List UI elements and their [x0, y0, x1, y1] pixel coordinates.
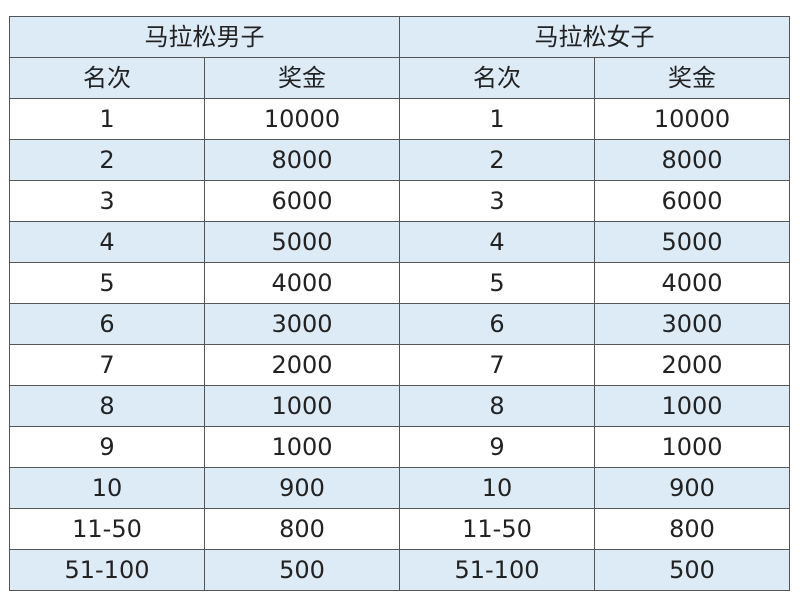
prize-cell: 500: [594, 549, 790, 591]
column-header-row: 名次 奖金 名次 奖金: [9, 57, 790, 99]
prize-cell: 4000: [594, 262, 790, 304]
rank-cell: 1: [399, 98, 595, 140]
rank-cell: 7: [399, 344, 595, 386]
rank-cell: 5: [399, 262, 595, 304]
rank-cell: 10: [399, 467, 595, 509]
table-row: 6 3000 6 3000: [9, 303, 790, 345]
prize-cell: 3000: [204, 303, 400, 345]
column-header-rank: 名次: [9, 57, 205, 99]
prize-cell: 900: [594, 467, 790, 509]
rank-cell: 1: [9, 98, 205, 140]
group-header-men: 马拉松男子: [9, 16, 400, 58]
group-header-row: 马拉松男子 马拉松女子: [9, 16, 790, 58]
rank-cell: 11-50: [9, 508, 205, 550]
table-row: 10 900 10 900: [9, 467, 790, 509]
prize-cell: 3000: [594, 303, 790, 345]
rank-cell: 11-50: [399, 508, 595, 550]
rank-cell: 9: [9, 426, 205, 468]
table-row: 5 4000 5 4000: [9, 262, 790, 304]
rank-cell: 51-100: [399, 549, 595, 591]
column-header-prize: 奖金: [204, 57, 400, 99]
column-header-prize: 奖金: [594, 57, 790, 99]
rank-cell: 9: [399, 426, 595, 468]
prize-table: 马拉松男子 马拉松女子 名次 奖金 名次 奖金 1 10000 1 10000 2 800…: [9, 16, 790, 591]
rank-cell: 2: [9, 139, 205, 181]
prize-cell: 6000: [594, 180, 790, 222]
rank-cell: 8: [9, 385, 205, 427]
table-row: 4 5000 4 5000: [9, 221, 790, 263]
rank-cell: 2: [399, 139, 595, 181]
table-row: 8 1000 8 1000: [9, 385, 790, 427]
rank-cell: 3: [399, 180, 595, 222]
prize-cell: 800: [204, 508, 400, 550]
table-row: 1 10000 1 10000: [9, 98, 790, 140]
rank-cell: 6: [9, 303, 205, 345]
prize-cell: 6000: [204, 180, 400, 222]
prize-cell: 1000: [594, 385, 790, 427]
table-row: 9 1000 9 1000: [9, 426, 790, 468]
prize-cell: 8000: [594, 139, 790, 181]
group-header-women: 马拉松女子: [399, 16, 790, 58]
prize-cell: 4000: [204, 262, 400, 304]
table-row: 11-50 800 11-50 800: [9, 508, 790, 550]
table-row: 3 6000 3 6000: [9, 180, 790, 222]
rank-cell: 4: [399, 221, 595, 263]
prize-cell: 1000: [204, 385, 400, 427]
rank-cell: 6: [399, 303, 595, 345]
rank-cell: 4: [9, 221, 205, 263]
prize-cell: 500: [204, 549, 400, 591]
prize-cell: 900: [204, 467, 400, 509]
rank-cell: 51-100: [9, 549, 205, 591]
table-row: 2 8000 2 8000: [9, 139, 790, 181]
rank-cell: 3: [9, 180, 205, 222]
table-row: 51-100 500 51-100 500: [9, 549, 790, 591]
prize-cell: 5000: [594, 221, 790, 263]
prize-cell: 5000: [204, 221, 400, 263]
prize-cell: 800: [594, 508, 790, 550]
rank-cell: 8: [399, 385, 595, 427]
rank-cell: 5: [9, 262, 205, 304]
prize-cell: 2000: [204, 344, 400, 386]
rank-cell: 7: [9, 344, 205, 386]
prize-cell: 8000: [204, 139, 400, 181]
prize-cell: 1000: [594, 426, 790, 468]
prize-cell: 10000: [594, 98, 790, 140]
prize-cell: 1000: [204, 426, 400, 468]
table-row: 7 2000 7 2000: [9, 344, 790, 386]
prize-cell: 2000: [594, 344, 790, 386]
prize-cell: 10000: [204, 98, 400, 140]
column-header-rank: 名次: [399, 57, 595, 99]
rank-cell: 10: [9, 467, 205, 509]
